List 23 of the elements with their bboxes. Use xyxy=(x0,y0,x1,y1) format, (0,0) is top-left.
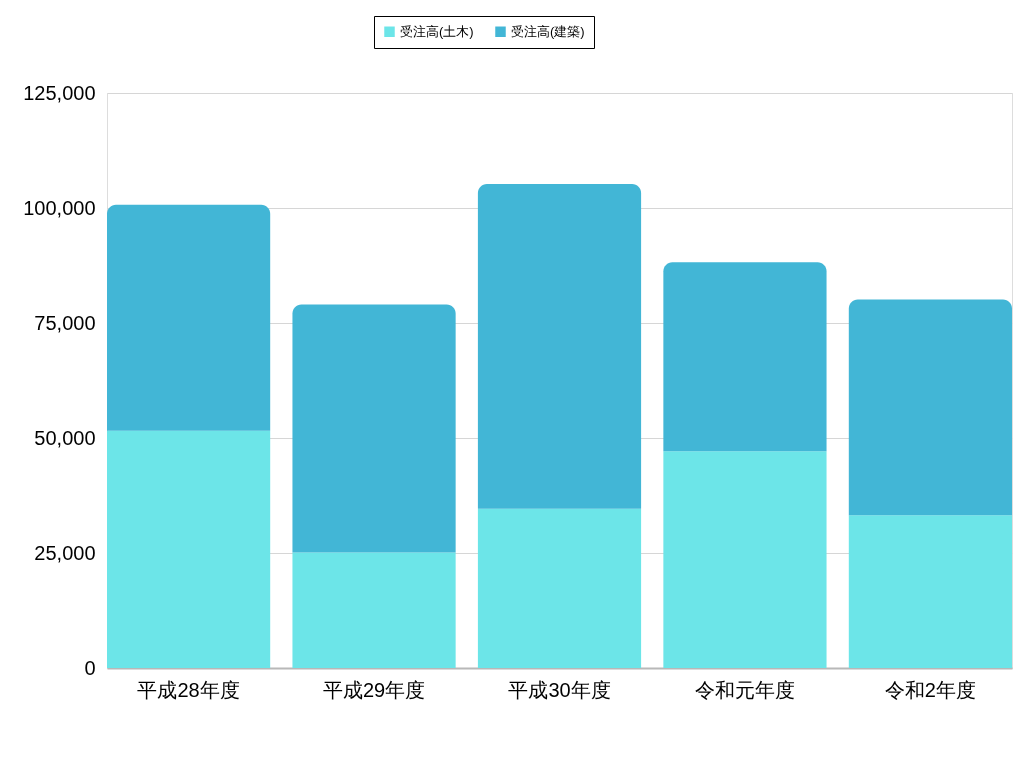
legend-label: 受注高(建築) xyxy=(511,23,585,39)
bar xyxy=(663,451,827,668)
x-tick-label: 平成28年度 xyxy=(137,678,240,701)
y-tick-label: 25,000 xyxy=(34,541,96,564)
bar xyxy=(848,515,1012,668)
x-tick-label: 令和2年度 xyxy=(884,678,976,701)
x-tick-label: 平成29年度 xyxy=(322,678,426,701)
y-tick-label: 100,000 xyxy=(23,196,96,219)
bar xyxy=(848,299,1012,516)
bar xyxy=(292,552,456,668)
y-tick-label: 0 xyxy=(84,656,96,679)
x-tick-label: 平成30年度 xyxy=(508,678,611,701)
bar xyxy=(107,430,271,668)
x-tick-label: 令和元年度 xyxy=(694,678,795,701)
bar xyxy=(107,204,271,431)
bar xyxy=(477,184,642,509)
y-tick-label: 50,000 xyxy=(34,426,96,449)
bar xyxy=(663,262,827,452)
bar xyxy=(292,304,456,553)
legend-label: 受注高(土木) xyxy=(400,23,474,39)
y-tick-label: 75,000 xyxy=(34,311,96,334)
bar xyxy=(477,508,642,668)
y-tick-label: 125,000 xyxy=(23,81,96,104)
